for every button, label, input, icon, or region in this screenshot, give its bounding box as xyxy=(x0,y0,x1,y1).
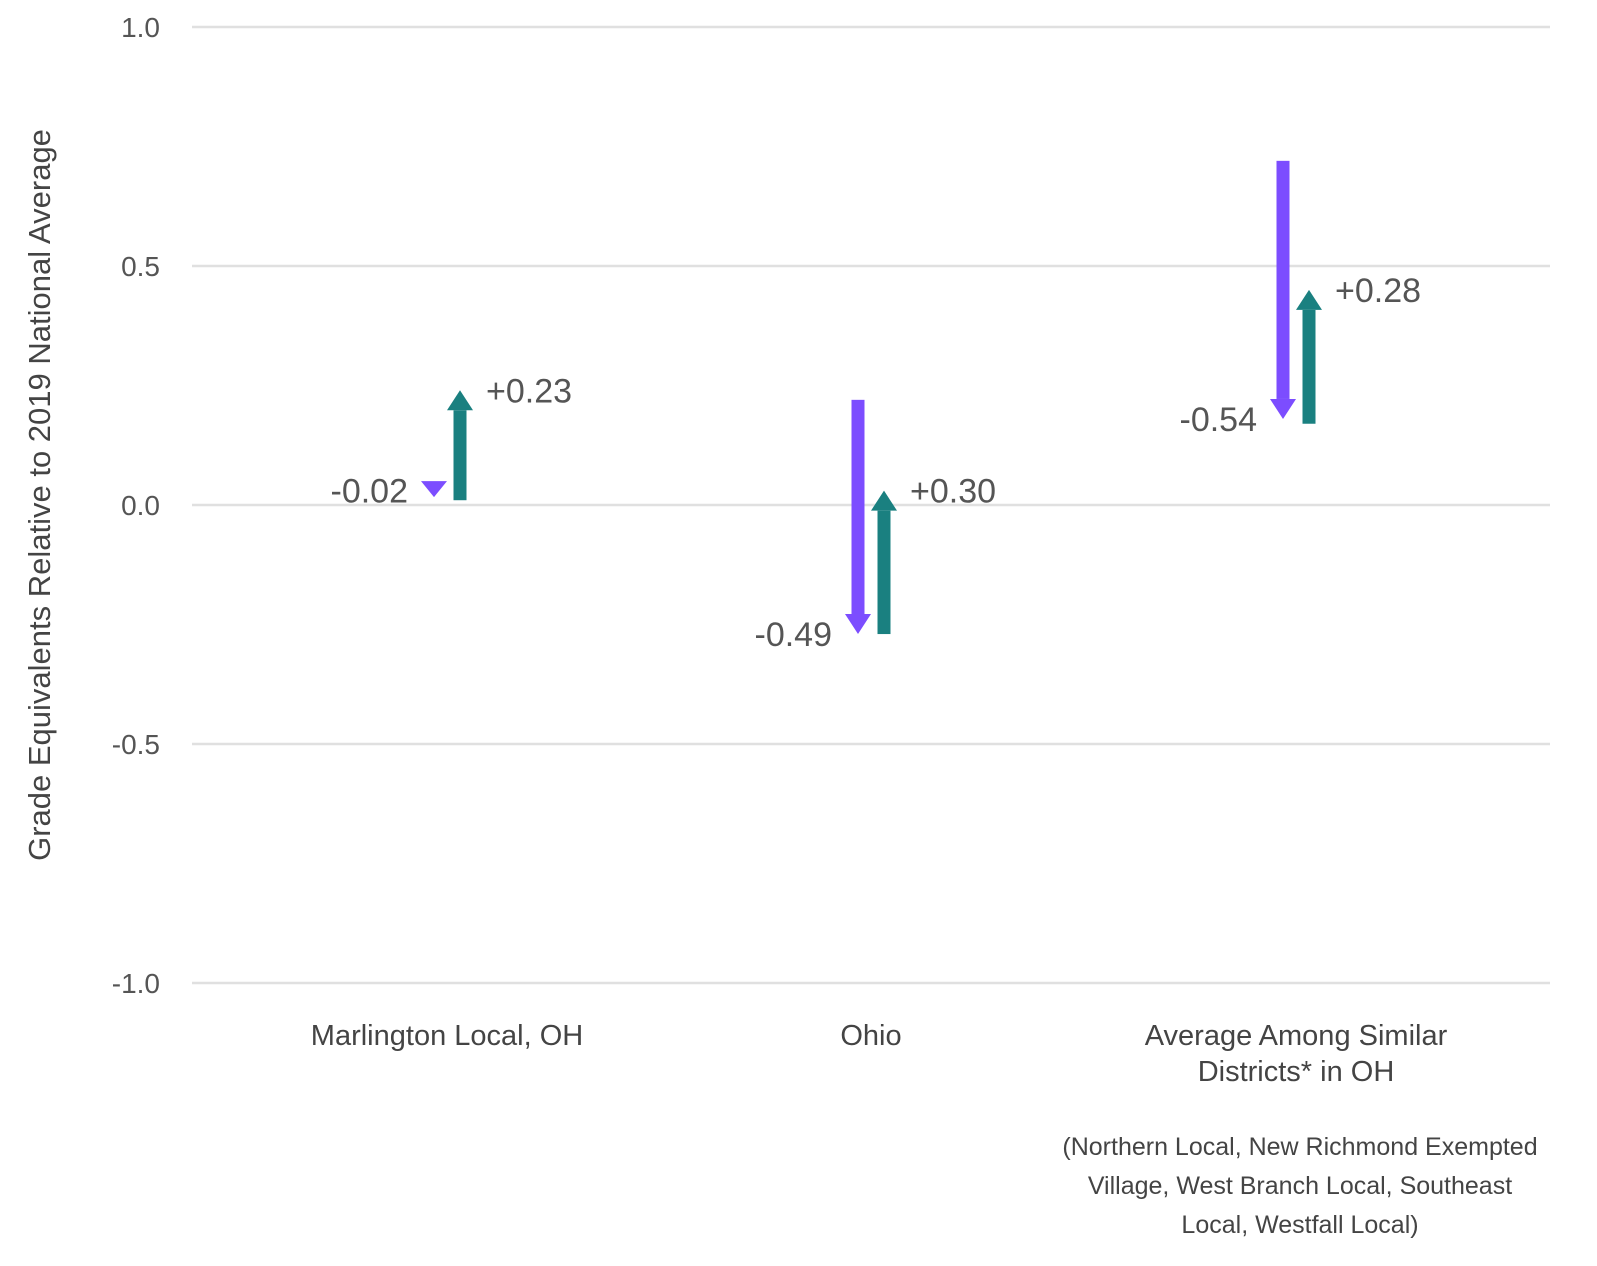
recovery-label: +0.23 xyxy=(486,372,572,410)
recovery-label: +0.30 xyxy=(910,473,996,511)
decline-arrow-shaft xyxy=(851,399,865,615)
decline-label: -0.02 xyxy=(331,473,409,511)
y-tick-label: -0.5 xyxy=(112,729,160,760)
decline-label: -0.49 xyxy=(755,616,833,654)
recovery-arrow xyxy=(871,490,897,635)
y-tick-label: 0.0 xyxy=(121,490,160,521)
y-tick-label: -1.0 xyxy=(112,968,160,999)
y-axis-ticks: 1.0 0.5 0.0 -0.5 -1.0 xyxy=(112,12,160,999)
decline-label: -0.54 xyxy=(1180,401,1258,439)
recovery-arrow-head xyxy=(447,390,473,411)
decline-arrow-head xyxy=(1270,398,1296,419)
footnote-line: Village, West Branch Local, Southeast xyxy=(1088,1172,1512,1200)
arrow-marks: -0.02 +0.23 -0.49 +0.30 -0.54 +0.28 xyxy=(331,160,1421,654)
y-axis-label: Grade Equivalents Relative to 2019 Natio… xyxy=(22,129,57,861)
gridlines xyxy=(192,25,1550,985)
recovery-arrow xyxy=(1296,289,1322,424)
x-category-label: Districts* in OH xyxy=(1198,1056,1395,1088)
footnote: (Northern Local, New Richmond Exempted Vi… xyxy=(1062,1133,1537,1239)
recovery-arrow-head xyxy=(1296,289,1322,310)
decline-arrow-shaft xyxy=(1276,160,1290,399)
footnote-line: Local, Westfall Local) xyxy=(1181,1211,1418,1239)
decline-arrow xyxy=(1270,160,1296,419)
y-tick-label: 0.5 xyxy=(121,251,160,282)
decline-arrow-head xyxy=(845,614,871,635)
decline-arrow xyxy=(845,399,871,635)
recovery-arrow-head xyxy=(871,490,897,511)
x-category-label: Average Among Similar xyxy=(1145,1020,1448,1052)
x-category-label: Marlington Local, OH xyxy=(311,1020,583,1052)
x-category-label: Ohio xyxy=(840,1020,901,1052)
x-axis-categories: Marlington Local, OH Ohio Average Among Si… xyxy=(311,1020,1448,1088)
recovery-arrow-shaft xyxy=(1302,309,1316,424)
y-tick-label: 1.0 xyxy=(121,12,160,43)
recovery-arrow xyxy=(447,390,473,501)
footnote-line: (Northern Local, New Richmond Exempted xyxy=(1062,1133,1537,1161)
recovery-arrow-shaft xyxy=(877,510,891,635)
decline-arrow-head xyxy=(421,481,447,498)
recovery-arrow-shaft xyxy=(453,410,467,501)
decline-arrow xyxy=(421,481,447,498)
recovery-label: +0.28 xyxy=(1335,272,1421,310)
